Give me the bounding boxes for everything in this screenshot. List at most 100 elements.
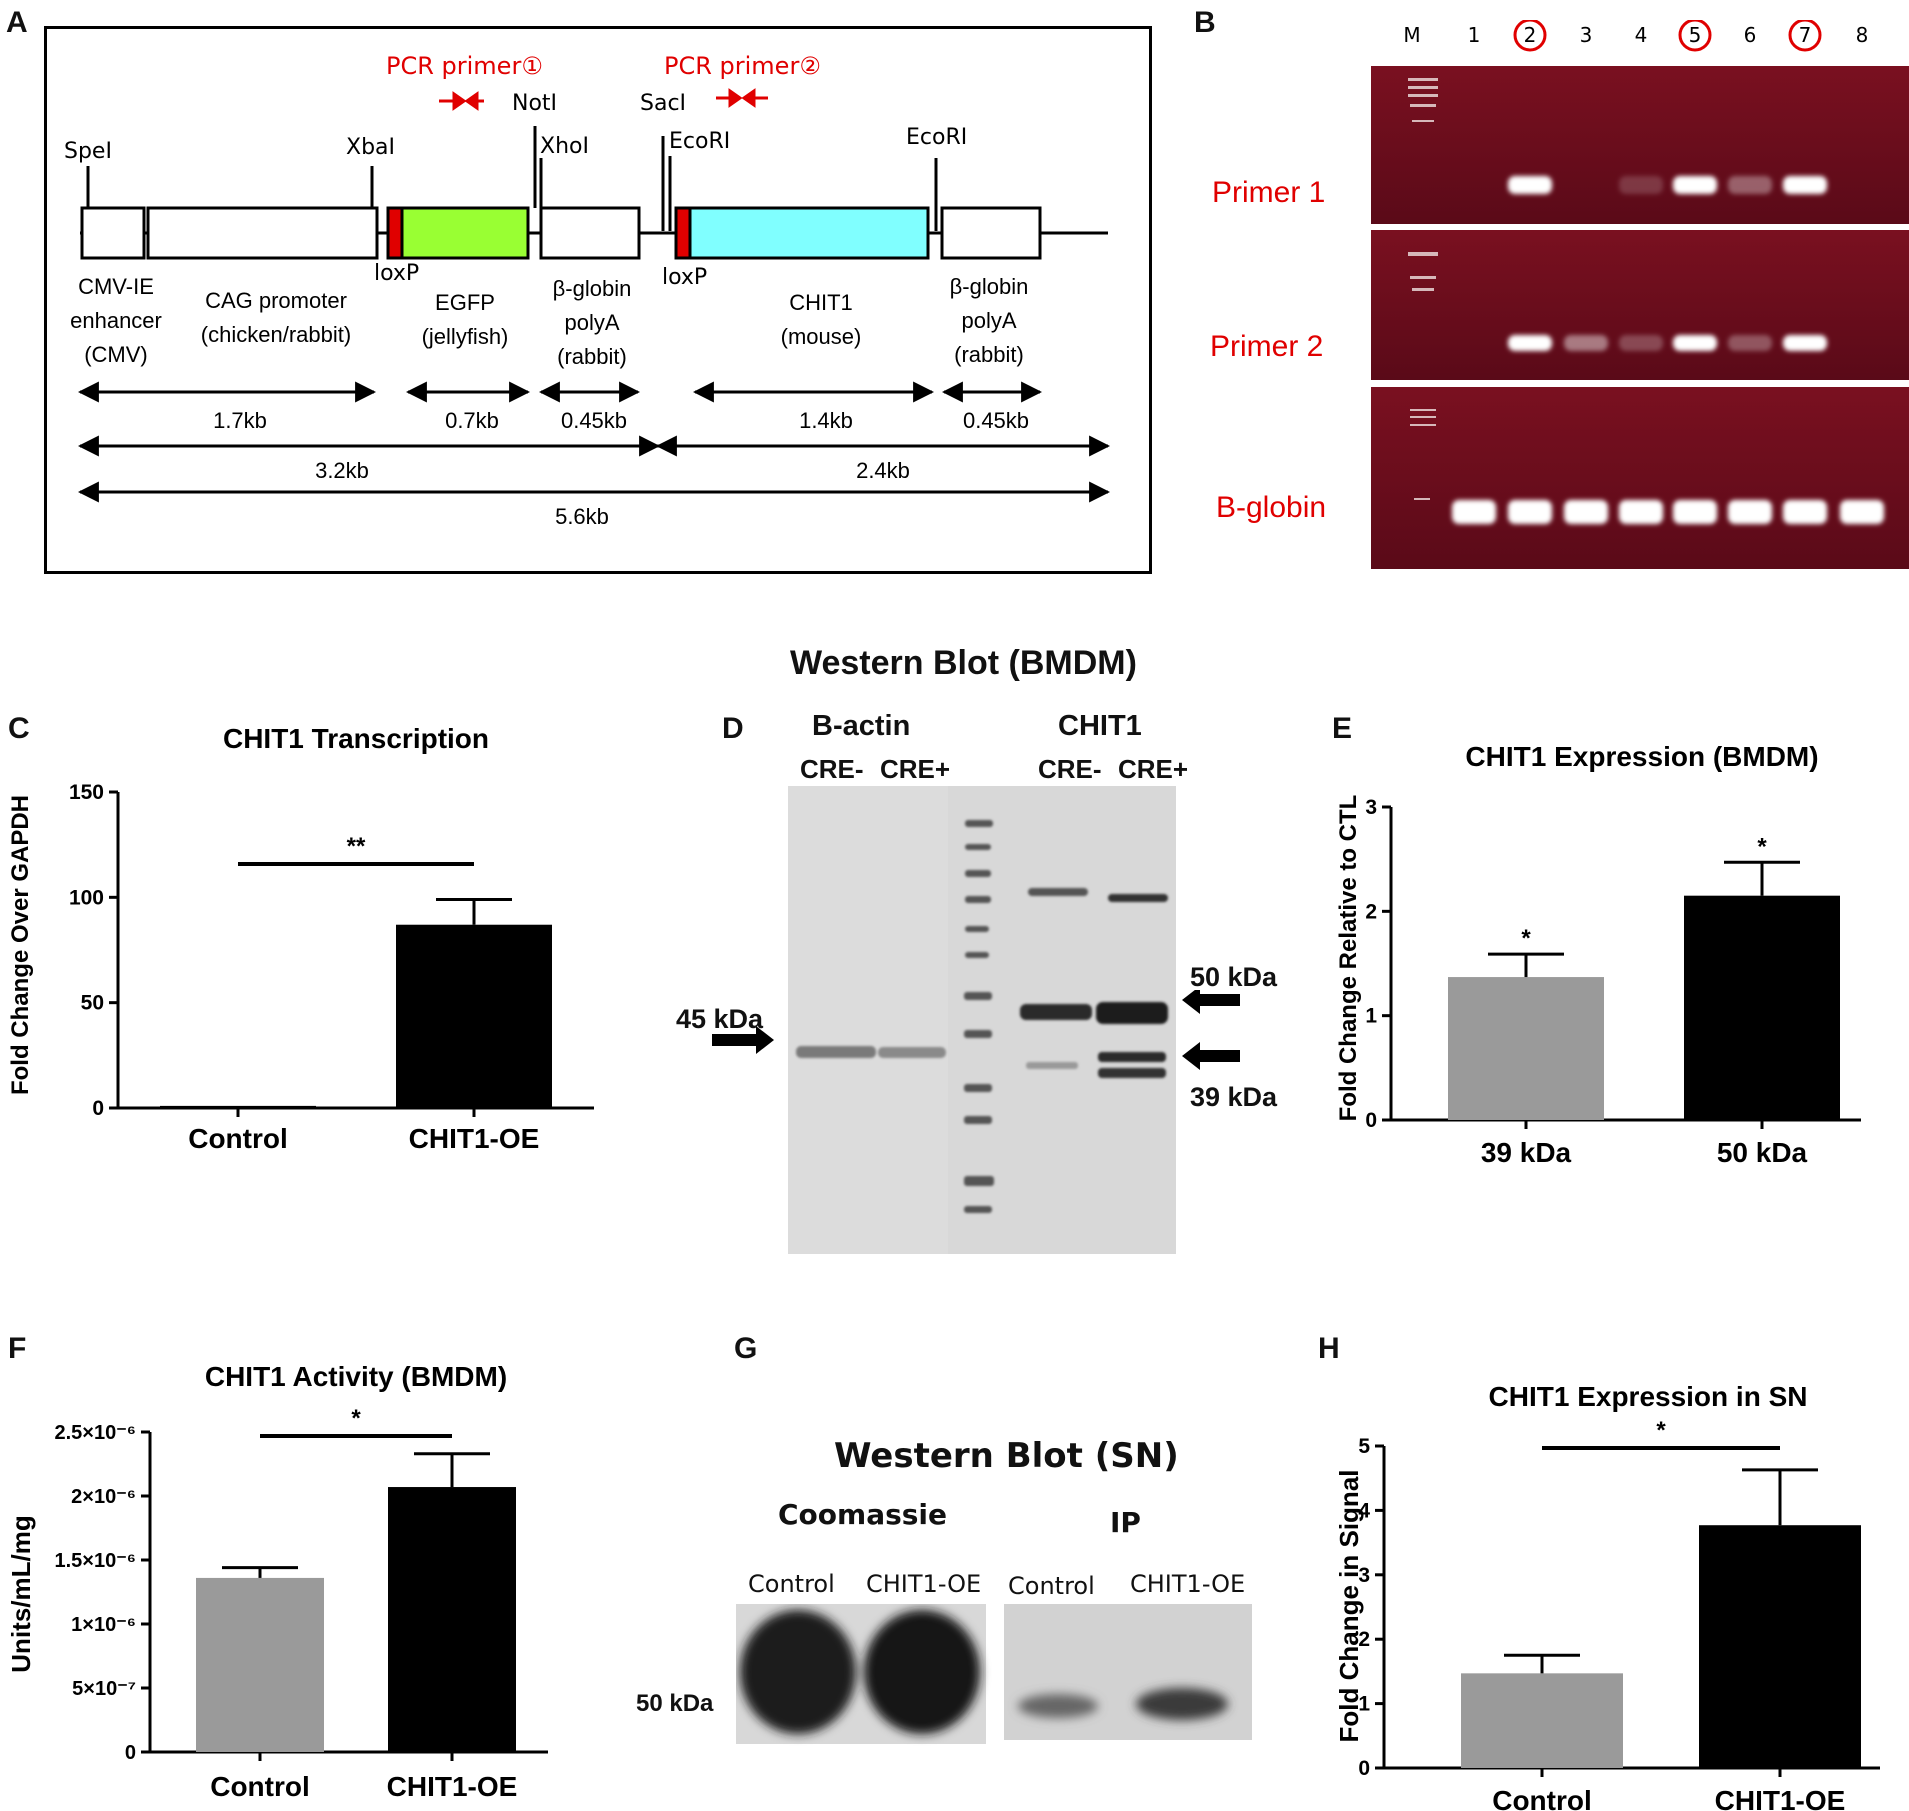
chit1-cre-minus: CRE- bbox=[1038, 754, 1102, 784]
primer1-band-lane-2 bbox=[1508, 176, 1552, 194]
chit1-band-100-cre-minus bbox=[1028, 888, 1088, 896]
row-label-bglobin: B-globin bbox=[1216, 491, 1326, 524]
primer2-band-lane-3 bbox=[1564, 335, 1608, 351]
coomassie-header: Coomassie bbox=[778, 1498, 948, 1531]
chart-title: CHIT1 Transcription bbox=[223, 723, 489, 754]
lane-label-2: 2 bbox=[1524, 23, 1537, 47]
site-sacl: SacI bbox=[640, 91, 686, 116]
panel-label-g: G bbox=[734, 1332, 758, 1365]
chit1-expression-bmdm-chart: CHIT1 Expression (BMDM) Fold Change Relat… bbox=[1335, 741, 1861, 1168]
y-axis-label: Fold Change Over GAPDH bbox=[7, 795, 34, 1095]
chart-title: CHIT1 Expression in SN bbox=[1489, 1381, 1808, 1412]
chit1-band-100-cre-plus bbox=[1108, 894, 1168, 902]
kda-arrows bbox=[712, 990, 1240, 1070]
y-tick-label: 2 bbox=[1358, 1628, 1370, 1651]
chit1-band-50-cre-minus bbox=[1020, 1004, 1092, 1020]
cag-box bbox=[146, 206, 379, 260]
egfp-label-1: EGFP bbox=[435, 290, 495, 315]
western-blot-sn-title: Western Blot (SN) bbox=[834, 1436, 1179, 1476]
chit1-band-50-cre-plus bbox=[1096, 1002, 1168, 1024]
significance-marker: ** bbox=[347, 833, 366, 860]
primer2-band-lane-2 bbox=[1508, 335, 1552, 351]
lane-label-7: 7 bbox=[1799, 23, 1812, 47]
cmv-box bbox=[80, 206, 146, 260]
chit1-transcription-chart: CHIT1 Transcription Fold Change Over GAPD… bbox=[7, 723, 594, 1154]
bglobin-band-lane-1 bbox=[1452, 500, 1496, 524]
panel-label-e: E bbox=[1332, 712, 1353, 745]
lane-label-m: M bbox=[1403, 23, 1420, 47]
y-tick-label: 150 bbox=[69, 781, 104, 804]
bactin-cre-plus: CRE+ bbox=[880, 754, 951, 784]
sn-kda50-label: 50 kDa bbox=[636, 1690, 714, 1717]
bactin-band-cre-plus bbox=[878, 1047, 946, 1058]
cmv-label-1: CMV-IE bbox=[78, 274, 154, 299]
significance-marker: * bbox=[351, 1405, 361, 1432]
lane-label-8: 8 bbox=[1856, 23, 1869, 47]
primer-1-arrows bbox=[439, 91, 484, 111]
egfp-label-2: (jellyfish) bbox=[422, 324, 509, 349]
significance-marker: * bbox=[1656, 1417, 1666, 1444]
loxp-2-label: loxP bbox=[662, 265, 707, 290]
size-1-7kb: 1.7kb bbox=[213, 408, 267, 433]
y-tick-label: 0 bbox=[1365, 1109, 1377, 1132]
y-tick-label: 2×10⁻⁶ bbox=[71, 1486, 136, 1508]
primer2-band-lane-5 bbox=[1673, 335, 1717, 351]
panel-label-b: B bbox=[1194, 6, 1216, 39]
coomassie-control: Control bbox=[748, 1570, 835, 1598]
site-xhol: XhoI bbox=[540, 134, 589, 159]
pcr-gel: M 1 2 3 4 5 6 7 8 Primer 1 Primer 2 B-globin bbox=[1210, 20, 1909, 569]
western-blot-sn bbox=[736, 1604, 1252, 1744]
row-label-primer-2: Primer 2 bbox=[1210, 330, 1323, 363]
lane-label-1: 1 bbox=[1468, 23, 1481, 47]
y-tick-label: 3 bbox=[1358, 1564, 1370, 1587]
chit1-band-39a-cre-plus bbox=[1098, 1052, 1166, 1062]
chit1-header: CHIT1 bbox=[1058, 710, 1142, 742]
primer2-band-lane-4 bbox=[1619, 335, 1663, 351]
y-tick-label: 2.5×10⁻⁶ bbox=[55, 1422, 137, 1444]
bglobin-1-box bbox=[539, 206, 641, 260]
bglobin-band-lane-2 bbox=[1508, 500, 1552, 524]
site-ecori-1: EcoRI bbox=[669, 129, 730, 154]
x-tick-label: CHIT1-OE bbox=[409, 1123, 540, 1154]
pcr-primer-2-label: PCR primer② bbox=[664, 52, 821, 80]
ip-header: IP bbox=[1110, 1506, 1141, 1539]
primer1-band-lane-4 bbox=[1619, 176, 1663, 194]
size-0-45kb-b: 0.45kb bbox=[963, 408, 1029, 433]
cag-label-1: CAG promoter bbox=[205, 288, 347, 313]
ip-control: Control bbox=[1008, 1572, 1095, 1600]
bglobin-2-label-3: (rabbit) bbox=[954, 342, 1024, 367]
bglobin-1-label-3: (rabbit) bbox=[557, 344, 627, 369]
chit1-label-1: CHIT1 bbox=[789, 290, 853, 315]
site-xbal: XbaI bbox=[346, 135, 395, 160]
size-2-4kb: 2.4kb bbox=[856, 458, 910, 483]
blot-membrane-left bbox=[788, 786, 948, 1254]
x-tick-label: Control bbox=[1492, 1785, 1592, 1811]
primer1-band-lane-6 bbox=[1728, 176, 1772, 194]
bglobin-band-lane-7 bbox=[1783, 500, 1827, 524]
kda39-label: 39 kDa bbox=[1190, 1082, 1278, 1112]
kda45-label: 45 kDa bbox=[676, 1004, 764, 1034]
y-axis-label: Fold Change in Signal bbox=[1334, 1470, 1364, 1743]
loxp-1-label: loxP bbox=[374, 261, 419, 286]
bglobin-1-label-2: polyA bbox=[564, 310, 619, 335]
y-tick-label: 50 bbox=[81, 992, 104, 1015]
cmv-label-3: (CMV) bbox=[84, 342, 148, 367]
construct-frame bbox=[44, 26, 1152, 574]
chit1-cre-plus: CRE+ bbox=[1118, 754, 1189, 784]
bactin-header: B-actin bbox=[812, 710, 911, 742]
coomassie-band-oe bbox=[864, 1610, 980, 1734]
lane-circle-2 bbox=[1513, 20, 1547, 52]
ip-oe: CHIT1-OE bbox=[1130, 1570, 1246, 1598]
primer1-band-lane-7 bbox=[1783, 176, 1827, 194]
chart-title: CHIT1 Activity (BMDM) bbox=[205, 1361, 507, 1392]
bar-1 bbox=[160, 1105, 316, 1108]
gel-primer-1 bbox=[1371, 66, 1909, 224]
bactin-band-cre-minus bbox=[796, 1046, 876, 1058]
x-tick-label: CHIT1-OE bbox=[1715, 1785, 1846, 1811]
x-tick-label: 50 kDa bbox=[1717, 1137, 1808, 1168]
lane-label-3: 3 bbox=[1580, 23, 1593, 47]
y-tick-label: 4 bbox=[1358, 1499, 1370, 1522]
y-tick-label: 1 bbox=[1365, 1005, 1377, 1028]
pcr-primer-1-label: PCR primer① bbox=[386, 52, 543, 80]
lane-label-4: 4 bbox=[1635, 23, 1648, 47]
